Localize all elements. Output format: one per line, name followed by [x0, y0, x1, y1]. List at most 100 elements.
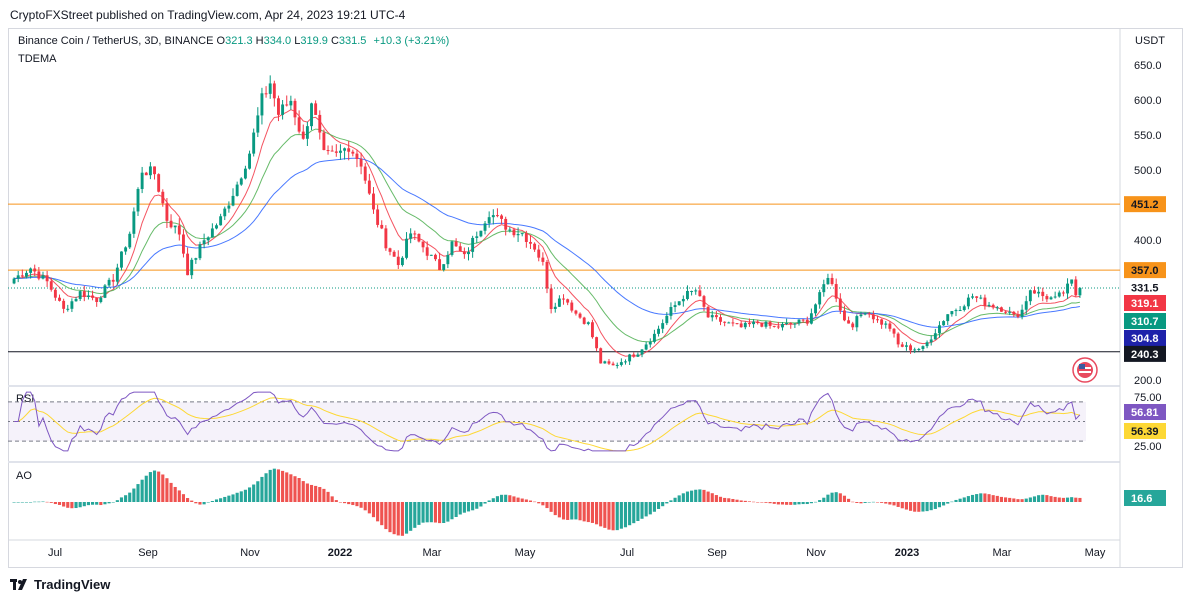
- candle[interactable]: [938, 321, 941, 338]
- candle[interactable]: [500, 214, 504, 224]
- candle[interactable]: [434, 253, 437, 262]
- candle[interactable]: [1045, 294, 1049, 303]
- ema-mid-line[interactable]: [14, 128, 1080, 343]
- candle[interactable]: [764, 320, 768, 329]
- candle[interactable]: [202, 233, 206, 249]
- candle[interactable]: [590, 319, 594, 339]
- candle[interactable]: [549, 284, 553, 314]
- candle[interactable]: [723, 321, 727, 327]
- candle[interactable]: [797, 319, 801, 326]
- candle[interactable]: [847, 316, 851, 324]
- candle[interactable]: [252, 128, 256, 157]
- candle[interactable]: [818, 289, 822, 309]
- candle[interactable]: [442, 264, 446, 272]
- candle[interactable]: [975, 296, 979, 303]
- candle[interactable]: [417, 233, 421, 243]
- candle[interactable]: [82, 285, 86, 302]
- candle[interactable]: [425, 241, 429, 261]
- candle[interactable]: [628, 353, 632, 365]
- candle[interactable]: [293, 98, 297, 126]
- candle[interactable]: [950, 310, 954, 317]
- candle[interactable]: [781, 322, 784, 331]
- candle[interactable]: [541, 252, 545, 266]
- flag-icon[interactable]: [1072, 357, 1098, 383]
- candle[interactable]: [615, 362, 619, 369]
- candle[interactable]: [351, 149, 355, 157]
- candle[interactable]: [1074, 276, 1078, 297]
- candle[interactable]: [929, 335, 933, 346]
- candle[interactable]: [367, 173, 371, 195]
- candle[interactable]: [574, 309, 578, 316]
- candle[interactable]: [1016, 310, 1020, 319]
- candle[interactable]: [529, 235, 532, 249]
- candle[interactable]: [504, 216, 508, 236]
- candle[interactable]: [103, 284, 107, 299]
- candle[interactable]: [739, 320, 743, 328]
- candle[interactable]: [140, 166, 144, 194]
- candle[interactable]: [1053, 291, 1057, 299]
- candle[interactable]: [1070, 279, 1074, 287]
- candle[interactable]: [29, 267, 33, 279]
- pane-divider-ao[interactable]: [8, 461, 1120, 463]
- candle[interactable]: [12, 277, 16, 285]
- candle[interactable]: [954, 308, 958, 317]
- candle[interactable]: [194, 257, 198, 264]
- candle[interactable]: [677, 301, 681, 306]
- candle[interactable]: [107, 277, 111, 288]
- candle[interactable]: [533, 242, 537, 252]
- candle[interactable]: [450, 240, 454, 257]
- candle[interactable]: [239, 177, 243, 186]
- candle[interactable]: [169, 214, 173, 229]
- candle[interactable]: [227, 201, 231, 213]
- candle[interactable]: [681, 295, 685, 307]
- candle[interactable]: [640, 348, 644, 358]
- candle[interactable]: [669, 302, 673, 320]
- candle[interactable]: [586, 321, 590, 326]
- candle[interactable]: [144, 171, 148, 176]
- candle[interactable]: [760, 322, 764, 328]
- candle[interactable]: [231, 188, 235, 207]
- candle[interactable]: [710, 310, 714, 322]
- candle[interactable]: [743, 321, 747, 330]
- candle[interactable]: [66, 304, 70, 312]
- candle[interactable]: [281, 99, 285, 120]
- candle[interactable]: [801, 319, 805, 323]
- candle[interactable]: [58, 294, 61, 302]
- candle[interactable]: [553, 302, 557, 313]
- candle[interactable]: [330, 145, 334, 152]
- candle[interactable]: [1041, 287, 1045, 302]
- candle[interactable]: [495, 208, 499, 218]
- candle[interactable]: [599, 347, 603, 364]
- candle[interactable]: [338, 144, 342, 160]
- candle[interactable]: [454, 238, 458, 247]
- candle[interactable]: [838, 293, 842, 315]
- candle[interactable]: [421, 241, 425, 253]
- candle[interactable]: [115, 263, 119, 285]
- candle[interactable]: [91, 290, 95, 301]
- candle[interactable]: [644, 341, 648, 351]
- candle[interactable]: [686, 285, 689, 301]
- candle[interactable]: [132, 207, 136, 238]
- candle[interactable]: [1024, 295, 1028, 315]
- candle[interactable]: [210, 223, 214, 238]
- candle[interactable]: [25, 270, 28, 279]
- candle[interactable]: [624, 359, 627, 365]
- candle[interactable]: [562, 294, 565, 305]
- candle[interactable]: [727, 321, 731, 324]
- candle[interactable]: [756, 319, 760, 325]
- candle[interactable]: [995, 305, 999, 311]
- candle[interactable]: [173, 225, 177, 234]
- candle[interactable]: [322, 129, 326, 151]
- candle[interactable]: [376, 204, 380, 228]
- candle[interactable]: [99, 295, 103, 304]
- candle[interactable]: [165, 198, 169, 228]
- candle[interactable]: [326, 145, 330, 155]
- candle[interactable]: [595, 336, 599, 352]
- candle[interactable]: [74, 296, 78, 302]
- candle[interactable]: [272, 80, 276, 107]
- candle[interactable]: [458, 242, 462, 252]
- candle[interactable]: [731, 318, 735, 327]
- candle[interactable]: [285, 95, 289, 107]
- candle[interactable]: [570, 300, 574, 313]
- indicator-label[interactable]: TDEMA: [18, 53, 57, 65]
